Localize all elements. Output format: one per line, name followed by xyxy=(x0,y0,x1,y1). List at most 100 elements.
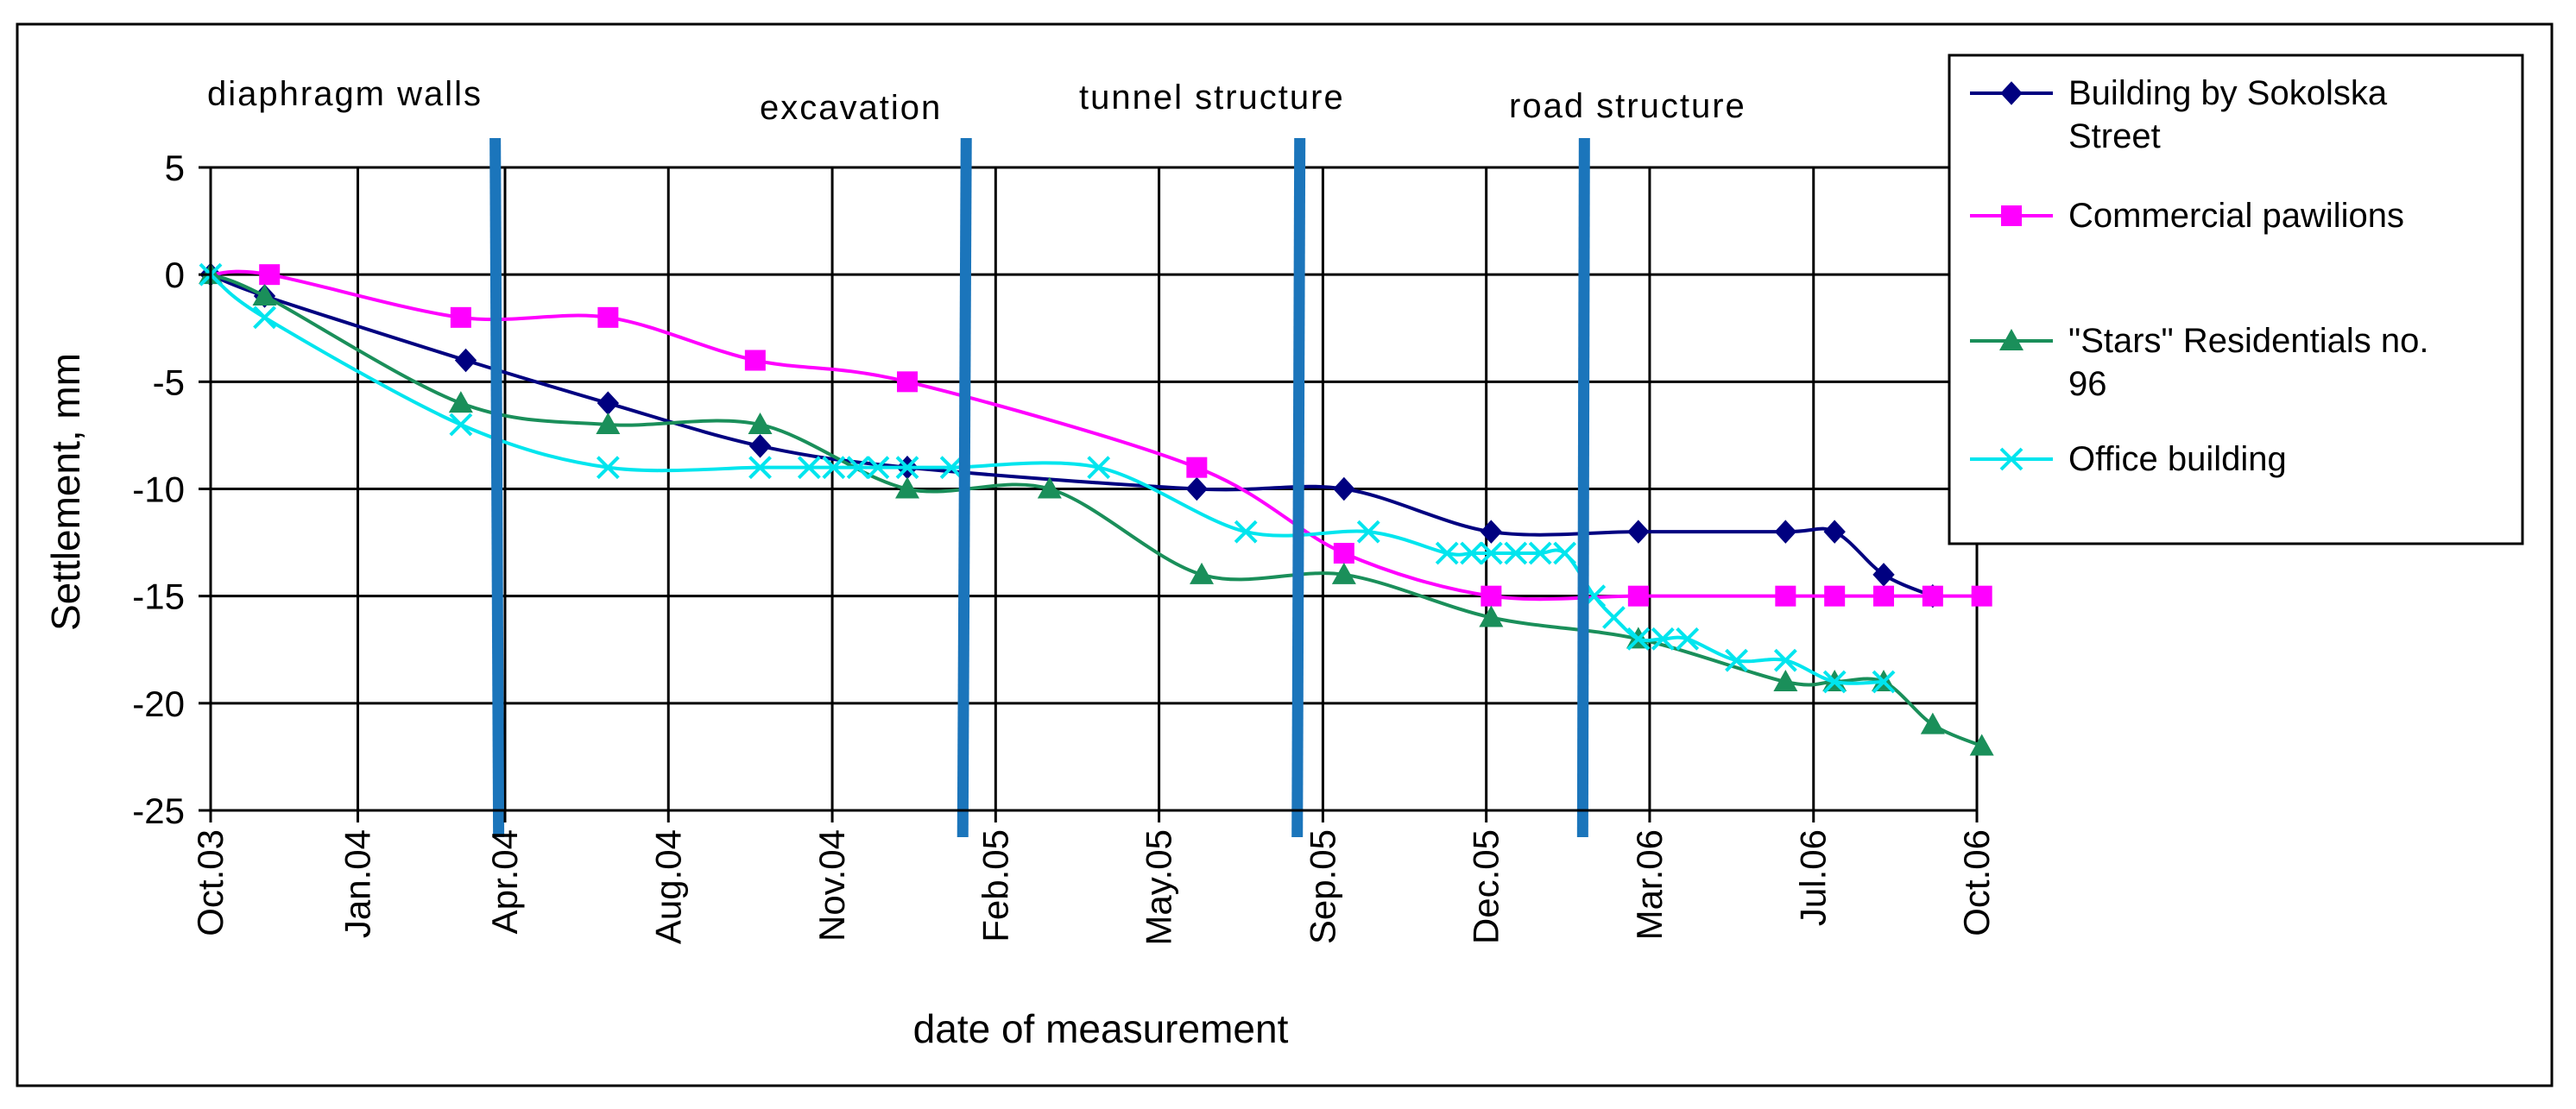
y-tick-label: -15 xyxy=(132,577,185,617)
data-point xyxy=(1481,585,1502,607)
y-tick-label: -25 xyxy=(132,791,185,831)
y-tick-label: -10 xyxy=(132,469,185,510)
data-point-stroke-b xyxy=(1553,541,1577,565)
data-point xyxy=(1331,562,1356,584)
data-point xyxy=(1037,476,1062,499)
y-tick-label: -5 xyxy=(153,362,185,402)
data-point xyxy=(1971,585,1992,607)
data-point xyxy=(895,456,919,480)
x-tick-label: Jul.06 xyxy=(1793,829,1834,926)
legend-label-line: "Stars" Residentials no. xyxy=(2068,322,2428,360)
legend-swatch-marker xyxy=(2000,81,2023,105)
x-axis-title: date of measurement xyxy=(913,1006,1289,1051)
data-point-stroke-b xyxy=(1234,520,1258,544)
data-point-stroke-b xyxy=(1773,648,1797,672)
data-point xyxy=(1651,627,1675,651)
x-tick-label: Nov.04 xyxy=(811,829,852,942)
data-point xyxy=(259,264,281,286)
data-point xyxy=(1435,541,1459,565)
data-point-stroke-b xyxy=(866,456,890,480)
series-line xyxy=(210,269,1982,602)
data-point-stroke-b xyxy=(895,456,919,480)
data-point xyxy=(866,456,890,480)
y-tick-label: -20 xyxy=(132,684,185,724)
data-point xyxy=(1725,648,1748,672)
data-point xyxy=(1185,476,1209,501)
data-point xyxy=(1602,606,1626,629)
data-point xyxy=(596,456,620,480)
data-point xyxy=(939,456,963,480)
data-point-stroke-b xyxy=(1435,541,1459,565)
data-point xyxy=(1553,541,1577,565)
x-tick-label: Dec.05 xyxy=(1466,829,1506,944)
data-point-stroke-b xyxy=(846,456,870,480)
legend-box xyxy=(1948,54,2524,545)
data-point xyxy=(1627,520,1650,544)
data-point-stroke-b xyxy=(1087,456,1111,480)
legend-entry-1: Building by Sokolska Street xyxy=(1970,74,2388,155)
data-point xyxy=(253,306,276,330)
phase-line xyxy=(489,137,505,838)
data-point xyxy=(1479,541,1503,565)
data-point xyxy=(1528,541,1552,565)
data-point xyxy=(1920,712,1945,734)
data-point xyxy=(1922,585,1943,607)
x-tick-label: Apr.04 xyxy=(484,829,525,934)
data-point xyxy=(897,371,919,393)
legend-label-line: 96 xyxy=(2068,365,2107,403)
data-point-stroke-b xyxy=(596,456,620,480)
data-point xyxy=(744,350,766,371)
legend-label: Building by Sokolska Street xyxy=(2068,74,2388,155)
data-point xyxy=(1774,520,1797,544)
series-line xyxy=(210,273,1983,748)
legend-label-line: Street xyxy=(2068,117,2161,155)
data-point xyxy=(748,434,772,458)
data-point xyxy=(1824,585,1846,607)
x-tick-label: Sep.05 xyxy=(1302,829,1342,944)
phase-line xyxy=(1576,137,1590,838)
data-point xyxy=(1775,585,1796,607)
legend-swatch-marker-stroke-b xyxy=(1999,447,2024,471)
data-point xyxy=(748,413,773,434)
data-point xyxy=(1480,520,1503,544)
data-point xyxy=(1333,543,1354,564)
y-axis-title: Settlement, mm xyxy=(43,353,88,631)
legend-label: "Stars" Residentials no. 96 xyxy=(2068,322,2428,403)
phase-line xyxy=(957,137,972,838)
data-point xyxy=(797,456,821,480)
x-tick-label: Mar.06 xyxy=(1629,829,1670,940)
data-point xyxy=(1504,541,1528,565)
legend-swatch-marker xyxy=(1999,329,2024,350)
data-point-stroke-b xyxy=(1504,541,1528,565)
phase-markers: diaphragm walls excavation tunnel structur… xyxy=(207,75,1745,838)
data-point xyxy=(1626,627,1651,651)
data-point xyxy=(1873,585,1895,607)
data-point-stroke-b xyxy=(1356,520,1380,544)
x-tick-label: May.05 xyxy=(1139,829,1179,946)
phase-label: excavation xyxy=(760,89,942,127)
data-point xyxy=(1479,605,1504,627)
data-point xyxy=(1676,627,1700,651)
data-point xyxy=(1773,648,1797,672)
legend-entry-4: Office building xyxy=(1970,440,2287,478)
data-point xyxy=(1460,541,1484,565)
legend-label: Commercial pawilions xyxy=(2068,197,2404,235)
data-point xyxy=(448,391,473,413)
legend-label: Office building xyxy=(2068,440,2287,478)
phase-label: diaphragm walls xyxy=(207,75,483,113)
phase-label: tunnel structure xyxy=(1079,79,1345,117)
data-point xyxy=(1190,562,1215,584)
data-point xyxy=(1234,520,1258,544)
x-tick-label: Oct.06 xyxy=(1956,829,1997,936)
data-point xyxy=(1087,456,1111,480)
data-point-stroke-b xyxy=(1479,541,1503,565)
data-point-stroke-b xyxy=(1676,627,1700,651)
data-point xyxy=(449,413,473,437)
data-point xyxy=(895,476,920,499)
data-point-stroke-b xyxy=(253,306,276,330)
legend-swatch-marker xyxy=(1999,447,2024,471)
legend-swatch-marker xyxy=(2001,205,2022,226)
legend-label-line: Building by Sokolska xyxy=(2068,74,2388,112)
data-point-stroke-b xyxy=(748,456,772,480)
